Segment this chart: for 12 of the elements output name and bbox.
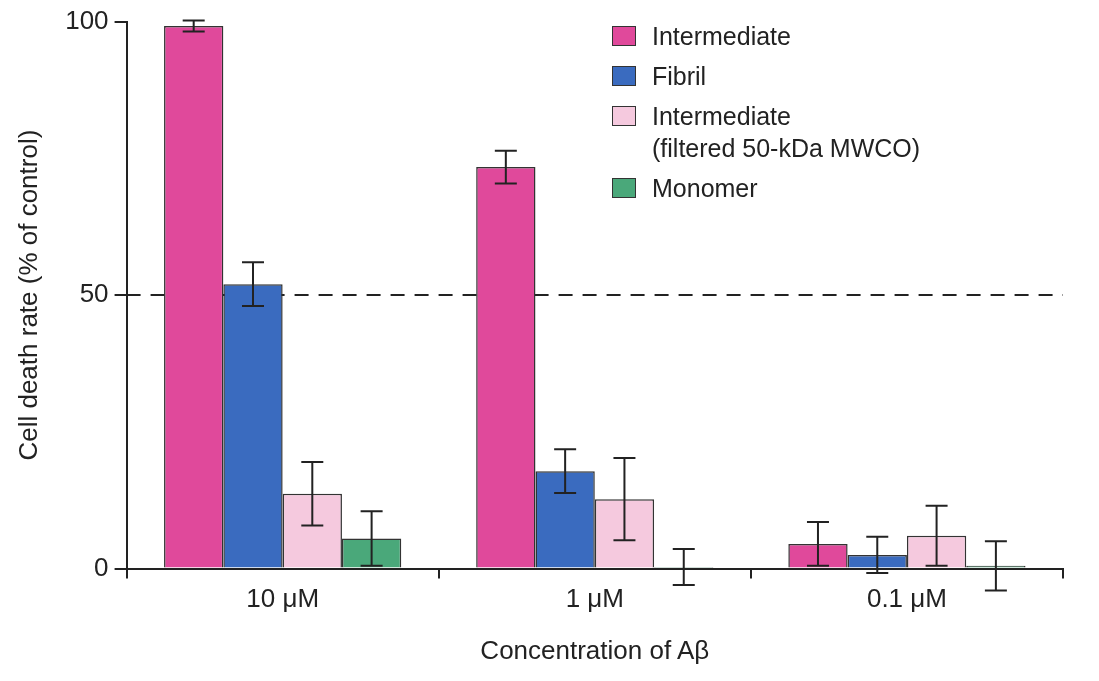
y-tick-label: 50 [79, 278, 109, 309]
x-tick-label: 10 μM [246, 583, 320, 614]
y-axis-title: Cell death rate (% of control) [12, 129, 43, 461]
legend-label: Fibril [652, 61, 707, 92]
y-tick-label: 0 [94, 551, 109, 582]
legend-label: Intermediate (filtered 50-kDa MWCO) [652, 101, 921, 164]
x-tick-label: 0.1 μM [866, 583, 947, 614]
x-tick-label: 1 μM [565, 583, 624, 614]
legend-label: Monomer [652, 173, 758, 204]
x-axis-title: Concentration of Aβ [480, 634, 710, 665]
legend-label: Intermediate [652, 21, 791, 52]
y-tick-label: 100 [65, 4, 109, 35]
